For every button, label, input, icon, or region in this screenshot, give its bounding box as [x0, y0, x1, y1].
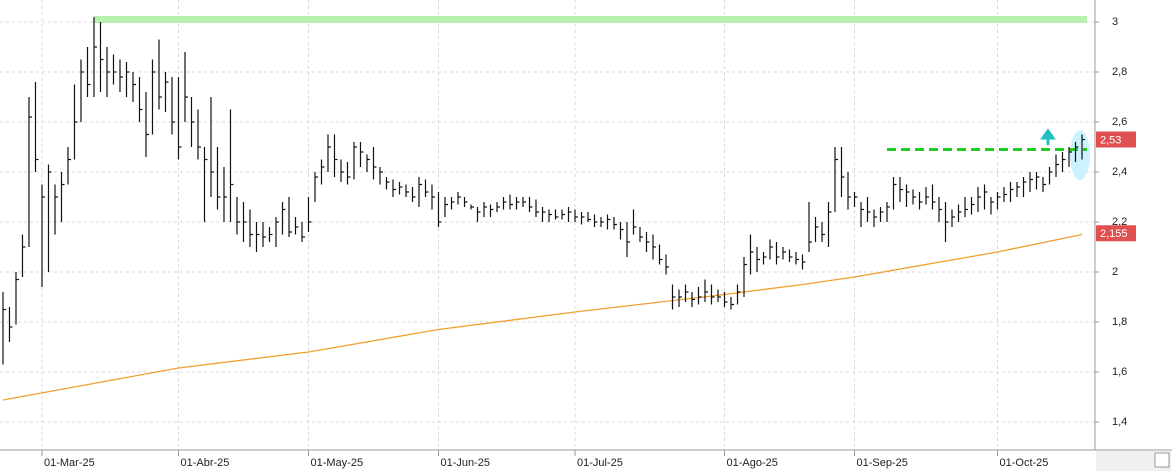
moving-average	[2, 233, 1083, 401]
up-arrow	[1040, 128, 1056, 145]
y-tick-label: 1,4	[1112, 416, 1127, 428]
highlight-ellipse	[1070, 130, 1090, 180]
y-tick-label: 1,6	[1112, 366, 1127, 378]
x-tick-label: 01-May-25	[310, 457, 363, 469]
x-tick-label: 01-Sep-25	[856, 457, 907, 469]
marks	[2, 17, 1087, 365]
scroll-button[interactable]	[1154, 452, 1170, 468]
price-tag-label: 2,155	[1100, 228, 1128, 240]
y-tick-label: 1,8	[1112, 316, 1127, 328]
y-tick-label: 2	[1112, 266, 1118, 278]
price-tag-label: 2,53	[1100, 134, 1121, 146]
axes: 1,4 1,6 1,8 2 2,2 2,4 2,6 2,8 3 01-Mar-25 01-Abr-2…	[41, 16, 1136, 469]
x-tick-label: 01-Mar-25	[44, 457, 95, 469]
plot-area	[2, 16, 1087, 401]
y-tick-label: 2,2	[1112, 216, 1127, 228]
x-tick-label: 01-Abr-25	[180, 457, 229, 469]
price-tag-box	[1096, 225, 1136, 242]
x-tick-label: 01-Ago-25	[726, 457, 777, 469]
y-tick-label: 2,8	[1112, 66, 1127, 78]
y-tick-label: 3	[1112, 16, 1118, 28]
corner-box	[1096, 451, 1171, 471]
y-tick-label: 2,6	[1112, 116, 1127, 128]
price-tag-box	[1096, 131, 1136, 148]
x-tick-label: 01-Jul-25	[577, 457, 623, 469]
x-tick-label: 01-Oct-25	[999, 457, 1048, 469]
y-tick-label: 2,4	[1112, 166, 1127, 178]
x-tick-label: 01-Jun-25	[440, 457, 490, 469]
